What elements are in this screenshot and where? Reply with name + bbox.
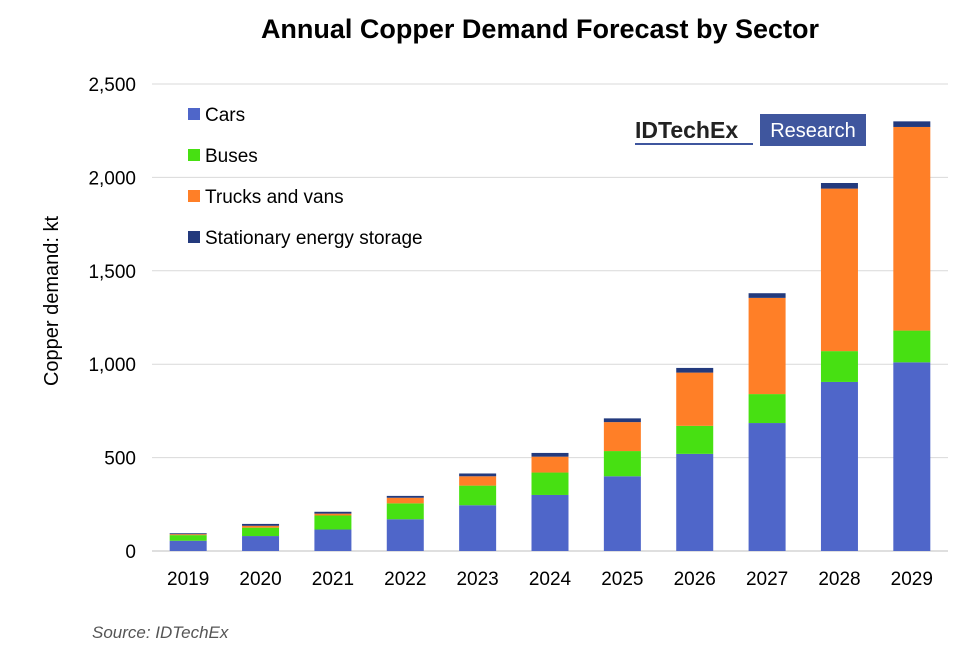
y-axis-ticks: 0 500 1,000 1,500 2,000 2,500 [88, 75, 136, 563]
y-tick-label: 0 [125, 542, 136, 563]
bar-segment-stationary-energy-storage-2022 [386, 495, 424, 498]
bar-segment-buses-2022 [386, 503, 424, 520]
bar-segment-buses-2027 [748, 394, 786, 424]
x-tick-label: 2024 [529, 569, 572, 590]
logo-text-research: Research [770, 120, 856, 142]
bar-segment-stationary-energy-storage-2028 [820, 183, 858, 189]
bar-segment-buses-2020 [242, 527, 280, 537]
logo-underline [635, 143, 753, 145]
bar-segment-trucks-and-vans-2021 [314, 513, 352, 516]
bar-segment-cars-2021 [314, 529, 352, 551]
bar-segment-cars-2023 [459, 505, 497, 551]
x-tick-label: 2023 [456, 569, 498, 590]
bar-segment-trucks-and-vans-2026 [676, 372, 714, 426]
bar-segment-trucks-and-vans-2024 [531, 456, 569, 473]
bar-segment-cars-2019 [169, 540, 207, 551]
legend-swatch [188, 231, 200, 243]
legend-label: Cars [205, 105, 245, 126]
bar-segment-trucks-and-vans-2022 [386, 497, 424, 504]
bar-segment-cars-2020 [242, 536, 280, 551]
bars [169, 121, 931, 551]
x-tick-label: 2020 [239, 569, 281, 590]
bar-segment-buses-2029 [893, 330, 931, 363]
legend: Cars Buses Trucks and vans Stationary energ… [188, 105, 423, 249]
bar-segment-stationary-energy-storage-2025 [603, 418, 641, 423]
bar-segment-stationary-energy-storage-2029 [893, 121, 931, 127]
legend-label: Stationary energy storage [205, 228, 423, 249]
bar-segment-buses-2026 [676, 425, 714, 454]
logo-research-box [760, 114, 866, 146]
x-tick-label: 2021 [312, 569, 354, 590]
x-tick-label: 2022 [384, 569, 426, 590]
bar-segment-stationary-energy-storage-2024 [531, 452, 569, 457]
idtechex-logo: IDTechEx Research [635, 114, 866, 146]
bar-segment-buses-2019 [169, 535, 207, 541]
y-tick-label: 500 [104, 449, 136, 470]
bar-segment-cars-2022 [386, 519, 424, 551]
bar-segment-trucks-and-vans-2023 [459, 476, 497, 486]
bar-segment-stationary-energy-storage-2026 [676, 367, 714, 373]
bar-segment-trucks-and-vans-2027 [748, 297, 786, 395]
x-tick-label: 2028 [818, 569, 860, 590]
bar-segment-stationary-energy-storage-2027 [748, 293, 786, 298]
chart-title: Annual Copper Demand Forecast by Sector [261, 14, 820, 44]
bar-segment-stationary-energy-storage-2020 [242, 523, 280, 526]
x-tick-label: 2019 [167, 569, 209, 590]
bar-segment-buses-2023 [459, 485, 497, 506]
source-note: Source: IDTechEx [92, 623, 229, 642]
logo-text-idtechex: IDTechEx [635, 117, 738, 143]
bar-segment-cars-2024 [531, 494, 569, 551]
bar-segment-buses-2025 [603, 451, 641, 477]
bar-segment-stationary-energy-storage-2021 [314, 511, 352, 514]
bar-segment-cars-2027 [748, 423, 786, 551]
bar-segment-trucks-and-vans-2029 [893, 126, 931, 331]
x-tick-label: 2026 [674, 569, 716, 590]
bar-segment-trucks-and-vans-2019 [169, 534, 207, 536]
x-tick-label: 2029 [891, 569, 933, 590]
bar-segment-cars-2026 [676, 453, 714, 551]
y-axis-label: Copper demand: kt [41, 216, 63, 387]
bar-segment-cars-2028 [820, 381, 858, 551]
legend-swatch [188, 149, 200, 161]
legend-label: Buses [205, 146, 258, 167]
bar-segment-trucks-and-vans-2028 [820, 188, 858, 352]
bar-segment-buses-2024 [531, 472, 569, 495]
bar-segment-cars-2029 [893, 362, 931, 551]
x-tick-label: 2025 [601, 569, 643, 590]
bar-segment-stationary-energy-storage-2023 [459, 473, 497, 477]
bar-segment-buses-2028 [820, 351, 858, 382]
bar-segment-buses-2021 [314, 515, 352, 530]
bar-segment-trucks-and-vans-2025 [603, 422, 641, 452]
legend-swatch [188, 190, 200, 202]
x-axis-ticks: 2019 2020 2021 2022 2023 2024 2025 2026 2027 2028… [167, 569, 933, 590]
bar-segment-stationary-energy-storage-2019 [169, 533, 207, 535]
x-tick-label: 2027 [746, 569, 788, 590]
y-tick-label: 1,500 [88, 262, 136, 283]
bar-segment-trucks-and-vans-2020 [242, 525, 280, 528]
bar-segment-cars-2025 [603, 476, 641, 551]
legend-label: Trucks and vans [205, 187, 344, 208]
legend-swatch [188, 108, 200, 120]
y-tick-label: 2,500 [88, 75, 136, 96]
y-tick-label: 2,000 [88, 168, 136, 189]
y-tick-label: 1,000 [88, 355, 136, 376]
gridlines [152, 83, 948, 552]
